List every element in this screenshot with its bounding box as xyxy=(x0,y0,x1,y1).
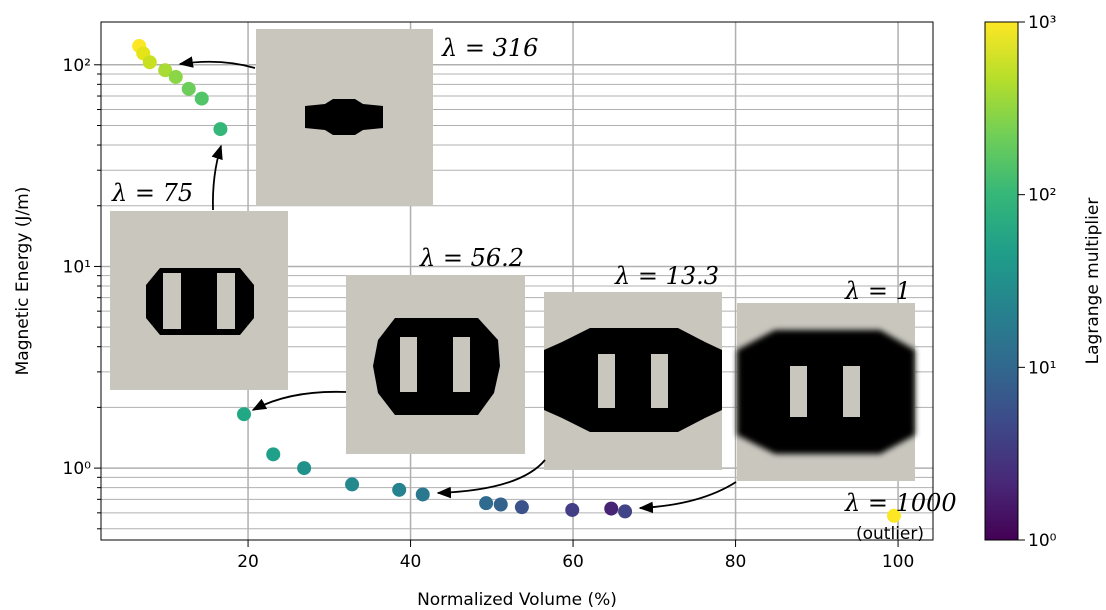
point xyxy=(479,496,493,510)
annotation: λ = 316 xyxy=(441,34,538,62)
point xyxy=(494,497,508,511)
colorbar-tick-label: 10³ xyxy=(1028,13,1056,33)
colorbar-tick-label: 10⁰ xyxy=(1028,531,1057,551)
point xyxy=(266,447,280,461)
point xyxy=(182,82,196,96)
x-tick-label: 100 xyxy=(882,552,914,572)
colorbar-tick-label: 10¹ xyxy=(1028,358,1056,378)
point xyxy=(515,500,529,514)
x-tick-label: 80 xyxy=(725,552,747,572)
annotation: (outlier) xyxy=(856,524,924,544)
annotation: λ = 1 xyxy=(844,277,911,305)
annotation: λ = 1000 xyxy=(844,489,957,517)
y-tick-label: 10² xyxy=(63,56,91,76)
x-tick-label: 40 xyxy=(400,552,422,572)
y-axis-label: Magnetic Energy (J/m) xyxy=(13,187,33,376)
point xyxy=(213,122,227,136)
colorbar-tick-label: 10² xyxy=(1028,186,1056,206)
annotation: λ = 75 xyxy=(111,179,193,207)
point xyxy=(392,483,406,497)
inset-13 xyxy=(544,292,722,470)
x-tick-label: 20 xyxy=(237,552,259,572)
y-tick-label: 10¹ xyxy=(63,257,91,277)
point xyxy=(169,70,183,84)
point xyxy=(565,503,579,517)
chart: λ = 316 λ = 75 λ = 56.2 λ = 13.3 λ = 1 λ… xyxy=(0,0,1106,610)
point xyxy=(604,502,618,516)
point xyxy=(195,92,209,106)
annotation: λ = 56.2 xyxy=(419,244,524,272)
x-axis-label: Normalized Volume (%) xyxy=(417,590,617,610)
point xyxy=(237,407,251,421)
point xyxy=(143,55,157,69)
inset-316 xyxy=(256,29,433,206)
point xyxy=(345,477,359,491)
colorbar-label: Lagrange multiplier xyxy=(1083,198,1103,365)
point xyxy=(618,504,632,518)
y-tick-label: 10⁰ xyxy=(63,459,92,479)
inset-56 xyxy=(346,275,525,454)
colorbar xyxy=(985,22,1018,540)
annotation: λ = 13.3 xyxy=(614,262,719,290)
point xyxy=(297,461,311,475)
point xyxy=(416,487,430,501)
inset-75 xyxy=(110,211,288,390)
inset-1 xyxy=(737,303,915,481)
x-tick-label: 60 xyxy=(562,552,584,572)
